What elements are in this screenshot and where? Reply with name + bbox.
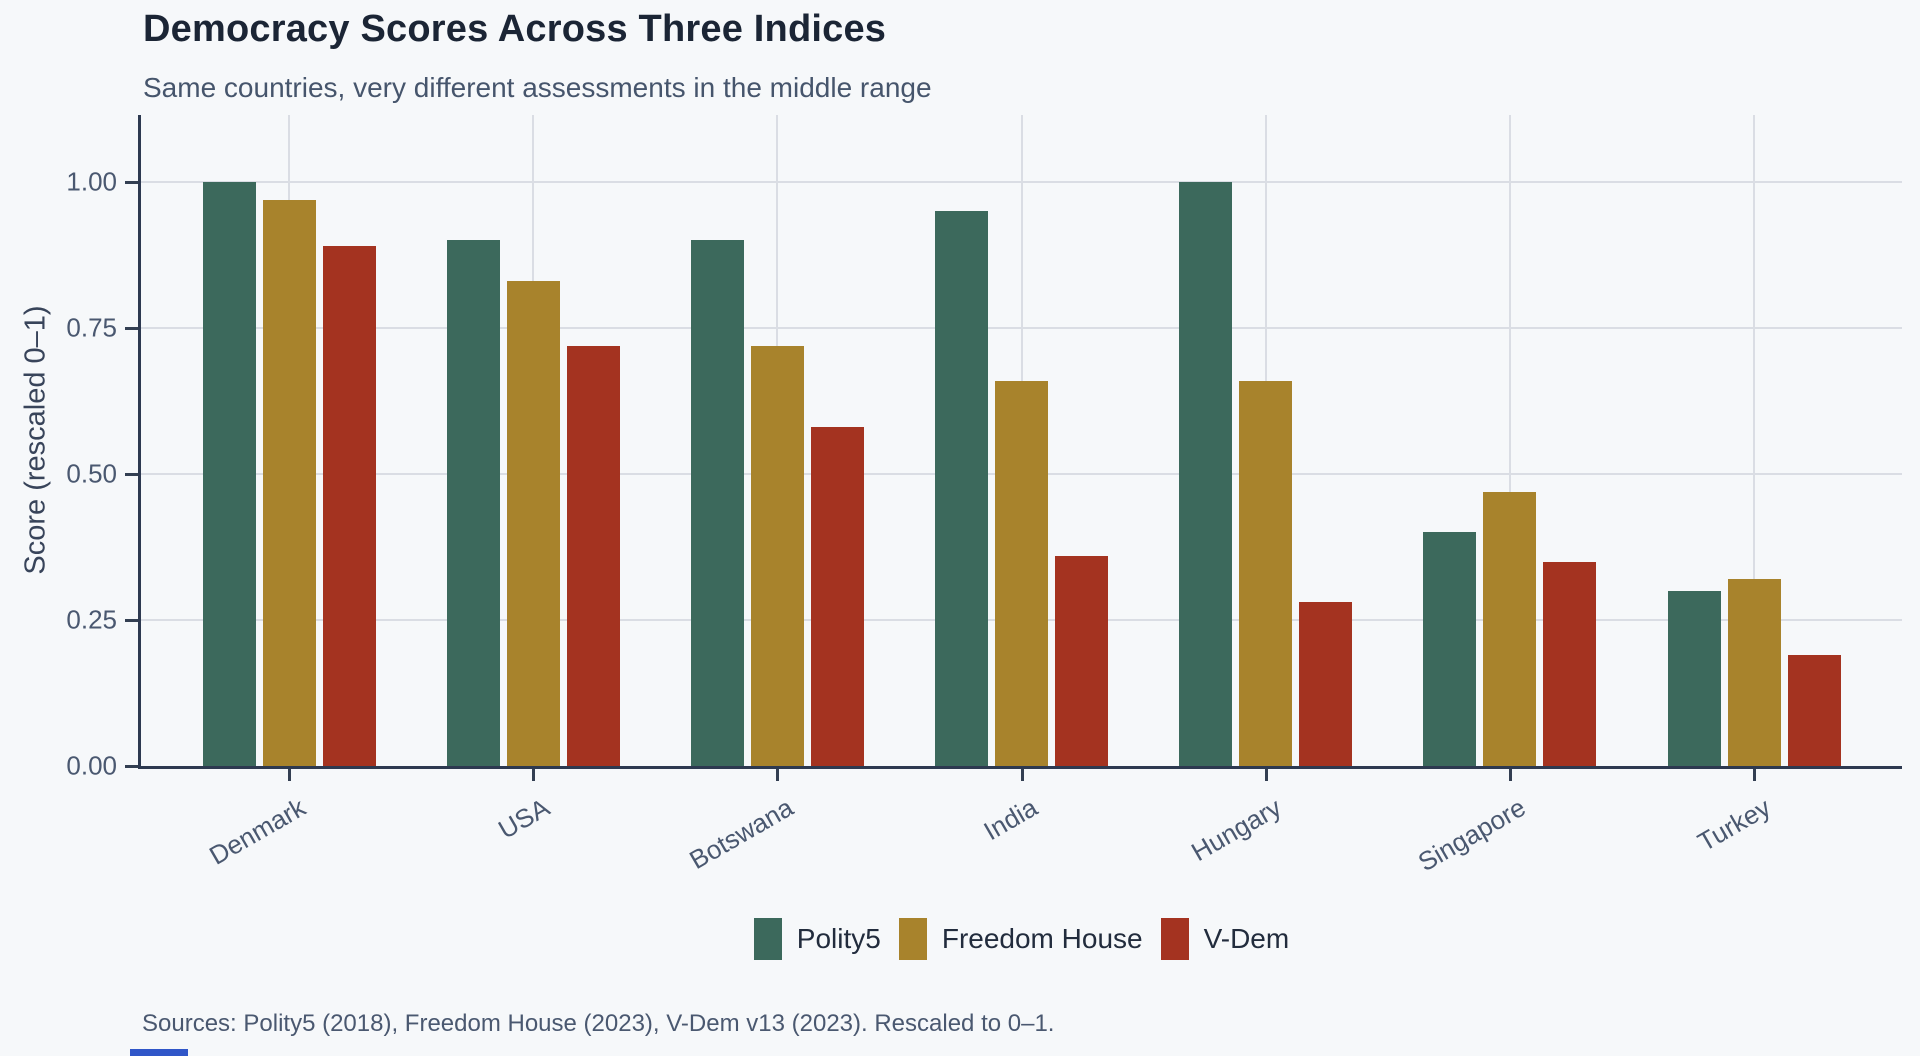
bar-singapore-v-dem bbox=[1543, 561, 1597, 766]
y-tick-label-0.25: 0.25 bbox=[66, 604, 117, 635]
y-axis-line bbox=[138, 115, 141, 769]
bar-botswana-freedom-house bbox=[750, 345, 804, 766]
bar-botswana-v-dem bbox=[810, 427, 864, 766]
bar-india-polity5 bbox=[935, 211, 988, 766]
gridline-x-turkey bbox=[1753, 115, 1756, 766]
bar-denmark-polity5 bbox=[202, 182, 256, 766]
bar-botswana-polity5 bbox=[690, 240, 744, 766]
x-tick-india bbox=[1020, 769, 1024, 781]
x-category-label-botswana: Botswana bbox=[684, 792, 799, 876]
y-tick-label-0.50: 0.50 bbox=[66, 458, 117, 489]
bar-hungary-freedom-house bbox=[1239, 380, 1293, 766]
legend-label-freedom-house: Freedom House bbox=[941, 923, 1143, 954]
bar-usa-freedom-house bbox=[506, 281, 560, 766]
chart-subtitle: Same countries, very different assessmen… bbox=[143, 72, 932, 103]
clipped-blue-fragment bbox=[130, 1049, 188, 1056]
x-axis-line bbox=[138, 766, 1902, 769]
x-category-label-denmark: Denmark bbox=[203, 792, 310, 871]
y-tick-0.25 bbox=[125, 619, 138, 622]
legend-swatch-v-dem bbox=[1160, 918, 1189, 960]
bar-turkey-freedom-house bbox=[1727, 579, 1781, 766]
y-tick-label-0.00: 0.00 bbox=[66, 750, 117, 781]
bar-hungary-polity5 bbox=[1179, 182, 1233, 766]
legend-item-freedom-house: Freedom House bbox=[898, 918, 1143, 960]
source-caption: Sources: Polity5 (2018), Freedom House (… bbox=[142, 1010, 1055, 1037]
x-tick-singapore bbox=[1508, 769, 1512, 781]
y-tick-1.00 bbox=[125, 181, 138, 184]
x-category-label-hungary: Hungary bbox=[1186, 792, 1287, 868]
bar-hungary-v-dem bbox=[1299, 602, 1353, 766]
y-tick-0.75 bbox=[125, 327, 138, 330]
legend-item-v-dem: V-Dem bbox=[1160, 918, 1290, 960]
y-tick-0.50 bbox=[125, 473, 138, 476]
bar-india-v-dem bbox=[1055, 555, 1108, 766]
chart-title: Democracy Scores Across Three Indices bbox=[143, 8, 887, 50]
x-category-label-india: India bbox=[978, 792, 1043, 847]
legend-item-polity5: Polity5 bbox=[753, 918, 881, 960]
y-axis-title: Score (rescaled 0–1) bbox=[19, 305, 52, 575]
x-category-label-singapore: Singapore bbox=[1413, 792, 1531, 878]
bar-singapore-polity5 bbox=[1423, 532, 1477, 766]
legend: Polity5 Freedom House V-Dem bbox=[141, 918, 1902, 960]
legend-swatch-polity5 bbox=[753, 918, 782, 960]
x-tick-hungary bbox=[1264, 769, 1268, 781]
x-category-label-turkey: Turkey bbox=[1692, 792, 1776, 858]
x-tick-usa bbox=[532, 769, 536, 781]
bar-turkey-v-dem bbox=[1787, 655, 1841, 766]
x-tick-denmark bbox=[288, 769, 291, 781]
legend-label-polity5: Polity5 bbox=[796, 923, 881, 954]
bar-usa-v-dem bbox=[566, 345, 620, 766]
bar-india-freedom-house bbox=[995, 380, 1048, 766]
legend-swatch-freedom-house bbox=[898, 918, 927, 960]
y-tick-0.00 bbox=[125, 765, 138, 768]
bar-turkey-polity5 bbox=[1667, 590, 1721, 766]
x-category-label-usa: USA bbox=[492, 792, 555, 845]
bar-denmark-freedom-house bbox=[262, 199, 316, 766]
y-tick-label-0.75: 0.75 bbox=[66, 312, 117, 343]
legend-label-v-dem: V-Dem bbox=[1203, 923, 1290, 954]
bar-usa-polity5 bbox=[446, 240, 500, 766]
bar-denmark-v-dem bbox=[322, 246, 376, 766]
x-tick-botswana bbox=[776, 769, 780, 781]
x-tick-turkey bbox=[1753, 769, 1757, 781]
y-tick-label-1.00: 1.00 bbox=[66, 166, 117, 197]
bar-singapore-freedom-house bbox=[1483, 491, 1537, 766]
gridline-x-singapore bbox=[1508, 115, 1511, 766]
